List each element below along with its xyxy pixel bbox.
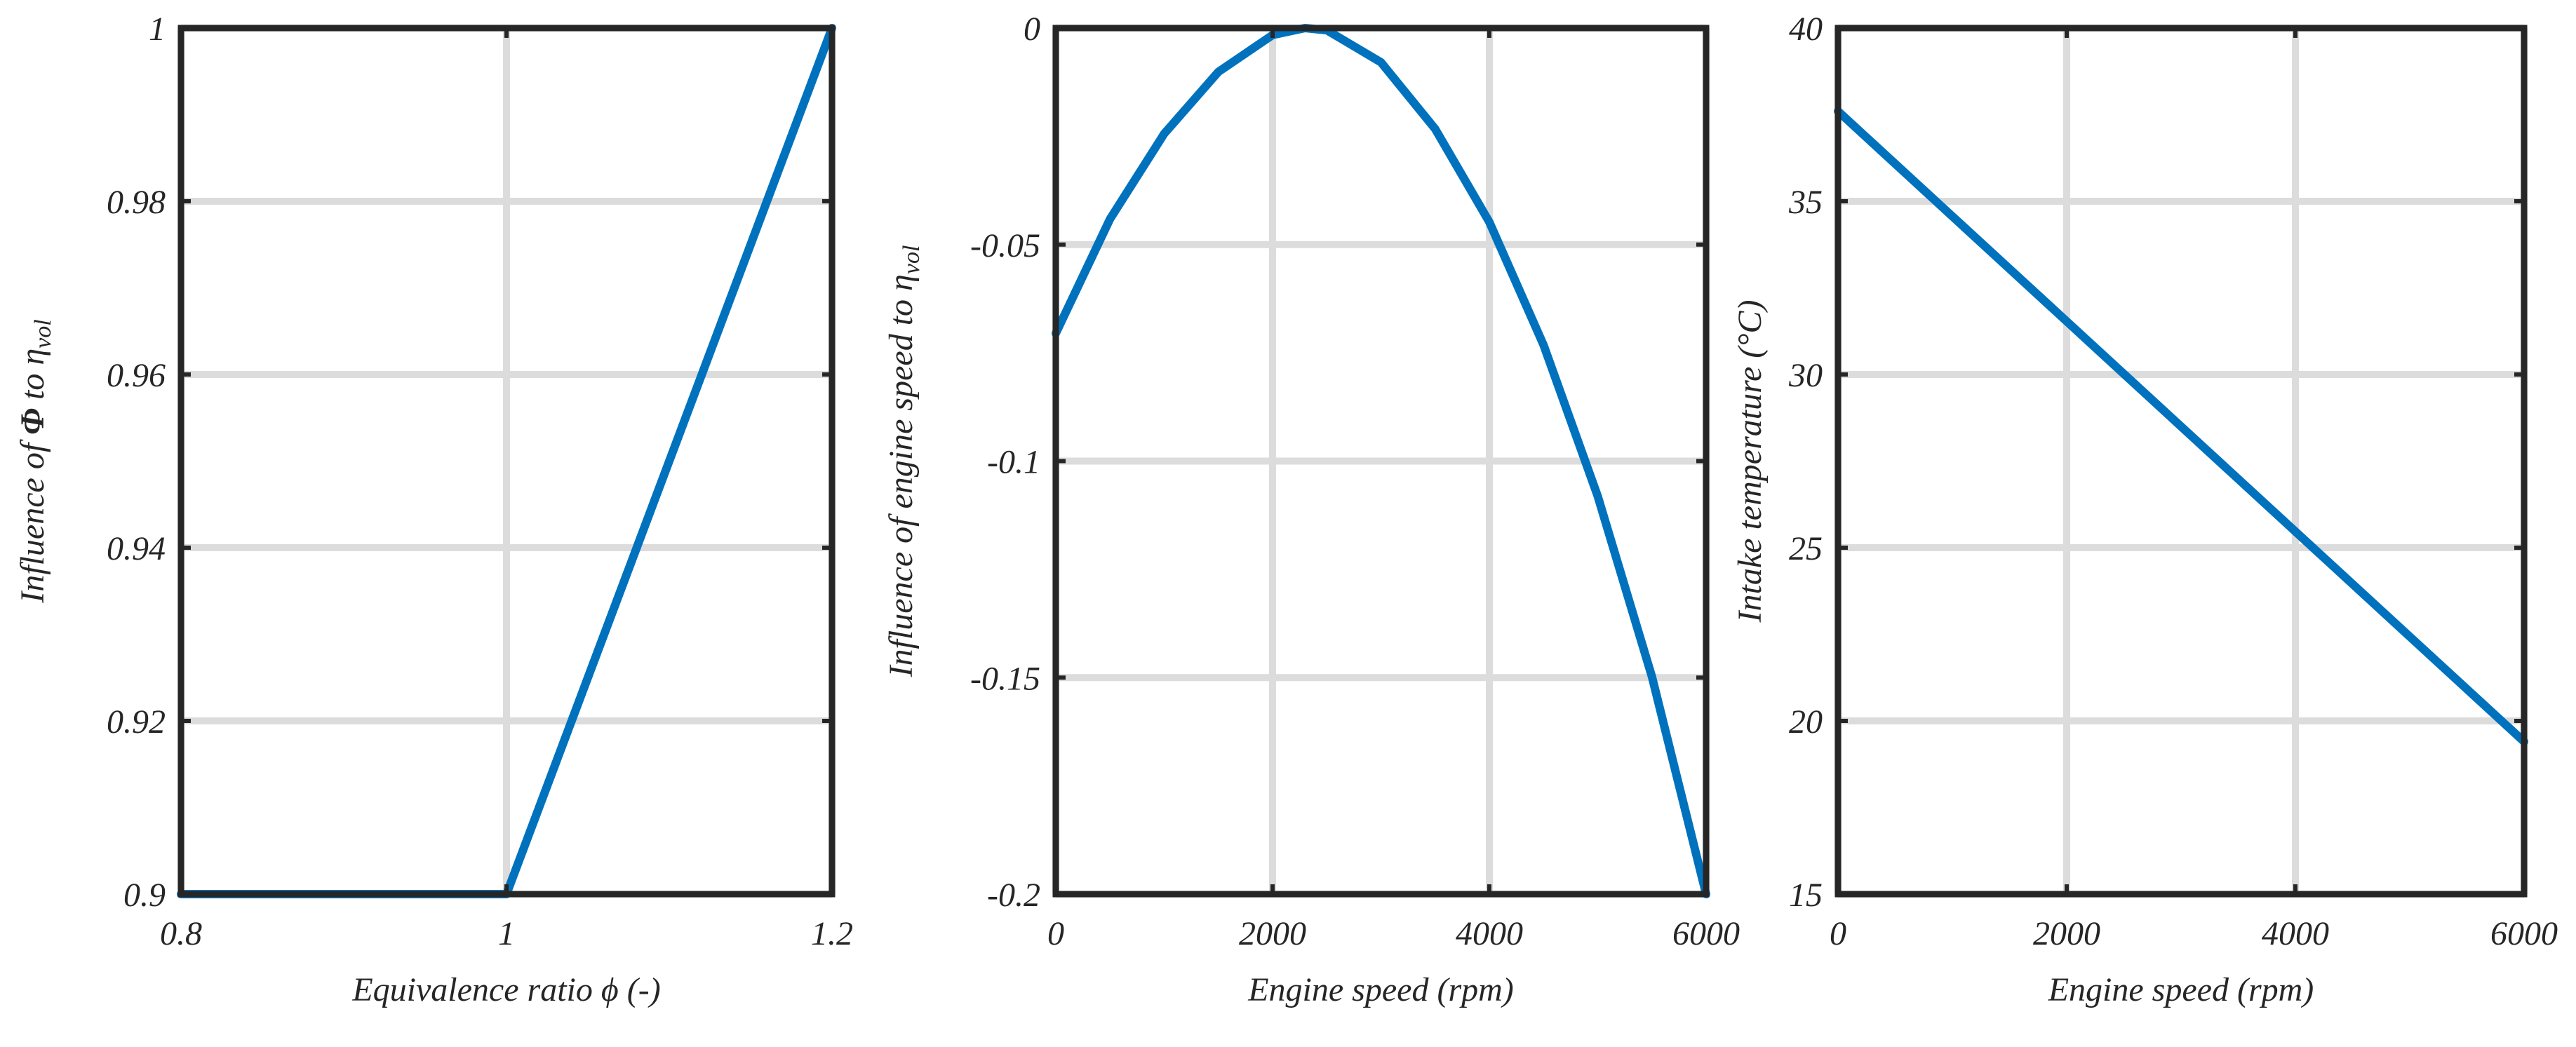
y-tick-label: 1 — [149, 11, 166, 48]
y-tick-label: 0.9 — [123, 877, 166, 914]
y-tick-label: -0.15 — [970, 660, 1040, 697]
panel-intake-temperature: 0 2000 4000 6000 15 20 25 30 35 40 Engine speed (r… — [1731, 11, 2558, 1008]
y-axis-label-part: η — [883, 274, 920, 291]
x-tick-label: 0.8 — [160, 915, 202, 952]
y-tick-label: -0.2 — [987, 877, 1040, 914]
x-tick-label: 0 — [1047, 915, 1064, 952]
y-tick-label: 0.94 — [107, 530, 166, 567]
x-tick-label: 2000 — [2033, 915, 2100, 952]
y-tick-label: 25 — [1789, 530, 1823, 567]
y-axis-label-part: Influence of — [14, 435, 51, 604]
x-axis-label: Engine speed (rpm) — [2048, 971, 2314, 1008]
x-axis-label: Equivalence ratio ϕ (-) — [351, 971, 660, 1008]
y-axis-label-part: to — [14, 365, 51, 408]
y-tick-label: -0.1 — [987, 444, 1040, 481]
y-axis-label-part: η — [14, 349, 51, 365]
data-line — [1834, 107, 2528, 746]
y-tick-label: -0.05 — [970, 227, 1040, 264]
y-axis-label-part: Φ — [14, 408, 51, 435]
y-tick-label: 0.92 — [107, 703, 166, 741]
y-tick-label: 15 — [1789, 877, 1823, 914]
x-tick-label: 4000 — [1456, 915, 1523, 952]
y-axis-label-part: Intake temperature (°C) — [1731, 300, 1769, 623]
data-line — [1052, 24, 1710, 898]
panel-equivalence-ratio: 0.8 1 1.2 0.9 0.92 0.94 0.96 0.98 1 Equivalence r… — [14, 11, 853, 1008]
y-tick-label: 0.98 — [107, 184, 166, 221]
x-tick-label: 1.2 — [811, 915, 853, 952]
y-axis-label: Intake temperature (°C) — [1731, 300, 1769, 623]
y-tick-label: 40 — [1789, 11, 1823, 48]
y-tick-label: 35 — [1788, 184, 1823, 221]
y-tick-label: 0 — [1024, 11, 1040, 48]
x-tick-label: 4000 — [2262, 915, 2329, 952]
panel-engine-speed-influence: 0 2000 4000 6000 -0.2 -0.15 -0.1 -0.05 0 Engine s… — [883, 11, 1740, 1008]
x-tick-label: 0 — [1830, 915, 1846, 952]
y-axis-label: Influence of engine speed to ηvol — [883, 245, 925, 678]
x-axis-label: Engine speed (rpm) — [1247, 971, 1514, 1008]
x-tick-label: 1 — [498, 915, 515, 952]
x-tick-label: 6000 — [1672, 915, 1740, 952]
y-tick-label: 20 — [1789, 703, 1823, 741]
y-axis-label-part: Influence of engine speed to — [883, 291, 920, 677]
y-tick-label: 30 — [1788, 357, 1823, 394]
y-axis-label-part: vol — [899, 245, 925, 275]
y-tick-label: 0.96 — [107, 357, 166, 394]
x-tick-label: 6000 — [2490, 915, 2558, 952]
y-axis-label-part: vol — [30, 319, 56, 349]
axes-box — [1834, 25, 2528, 898]
y-axis-label: Influence of Φ to ηvol — [14, 319, 56, 603]
x-tick-label: 2000 — [1239, 915, 1306, 952]
